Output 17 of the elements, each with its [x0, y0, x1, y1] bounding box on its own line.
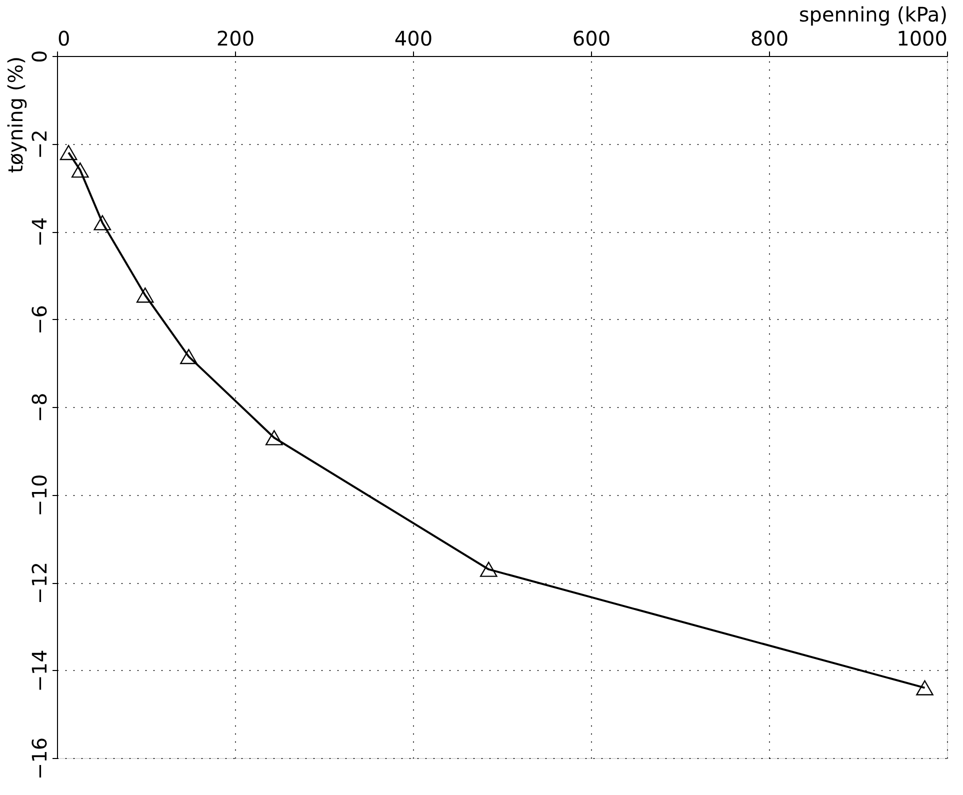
- y-axis-title: tøyning (%): [4, 56, 28, 173]
- y-tick-label: −16: [28, 737, 52, 780]
- y-tick-label: −8: [28, 392, 52, 422]
- x-axis-title: spenning (kPa): [798, 2, 948, 26]
- y-tick-label: −4: [28, 217, 52, 247]
- y-tick-label: −12: [28, 562, 52, 604]
- x-tick-label: 600: [572, 26, 611, 50]
- y-tick-label: 0: [28, 50, 52, 63]
- x-tick-label: 1000: [896, 26, 948, 50]
- y-tick-label: −10: [28, 474, 52, 516]
- x-tick-label: 0: [58, 26, 70, 50]
- y-tick-label: −2: [28, 130, 52, 159]
- x-tick-label: 400: [394, 26, 433, 50]
- x-tick-label: 200: [216, 26, 255, 50]
- y-tick-label: −14: [28, 650, 52, 692]
- x-tick-label: 800: [750, 26, 789, 50]
- y-tick-label: −6: [28, 305, 52, 334]
